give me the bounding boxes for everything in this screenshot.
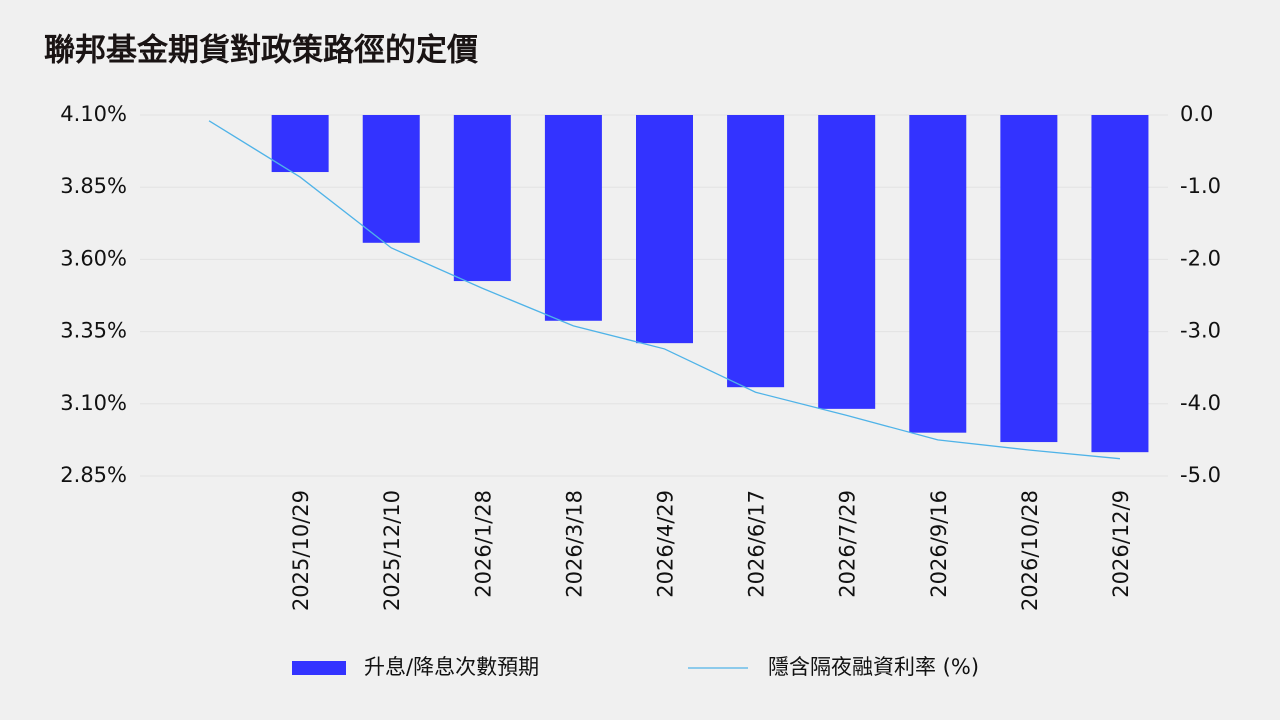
legend-label: 隱含隔夜融資利率 (%): [768, 655, 979, 679]
x-tick-label: 2025/12/10: [380, 490, 404, 611]
legend-label: 升息/降息次數預期: [364, 655, 539, 679]
y2-tick-label: -2.0: [1180, 246, 1221, 270]
x-tick-label: 2026/10/28: [1018, 490, 1042, 611]
bar: [636, 115, 693, 344]
y2-tick-label: 0.0: [1180, 102, 1213, 126]
bar: [909, 115, 967, 433]
x-tick-label: 2026/12/9: [1109, 490, 1133, 598]
y-tick-label: 2.85%: [60, 463, 127, 487]
x-tick-label: 2026/3/18: [562, 490, 586, 598]
y2-tick-label: -3.0: [1180, 319, 1221, 343]
bar: [453, 115, 511, 282]
line: [208, 120, 1121, 460]
y-tick-label: 3.35%: [60, 319, 127, 343]
y2-tick-label: -4.0: [1180, 391, 1221, 415]
y2-tick-label: -5.0: [1180, 463, 1221, 487]
chart-title: 聯邦基金期貨對政策路徑的定價: [44, 33, 478, 69]
x-tick-label: 2025/10/29: [289, 490, 313, 611]
bar: [818, 115, 876, 409]
x-tick-label: 2026/7/29: [836, 490, 860, 598]
y-tick-label: 4.10%: [60, 102, 127, 126]
y2-tick-label: -1.0: [1180, 174, 1221, 198]
bar: [1000, 115, 1058, 443]
bar: [362, 115, 420, 243]
legend-swatch: [292, 661, 346, 675]
bar: [271, 115, 329, 173]
x-tick-label: 2026/9/16: [927, 490, 951, 598]
bar: [1091, 115, 1149, 453]
y-tick-label: 3.60%: [60, 246, 127, 270]
bar: [544, 115, 602, 321]
x-tick-label: 2026/6/17: [745, 490, 769, 598]
y-tick-label: 3.85%: [60, 174, 127, 198]
x-tick-label: 2026/4/29: [654, 490, 678, 598]
y-tick-label: 3.10%: [60, 391, 127, 415]
x-tick-label: 2026/1/28: [471, 490, 495, 598]
bar: [727, 115, 785, 388]
